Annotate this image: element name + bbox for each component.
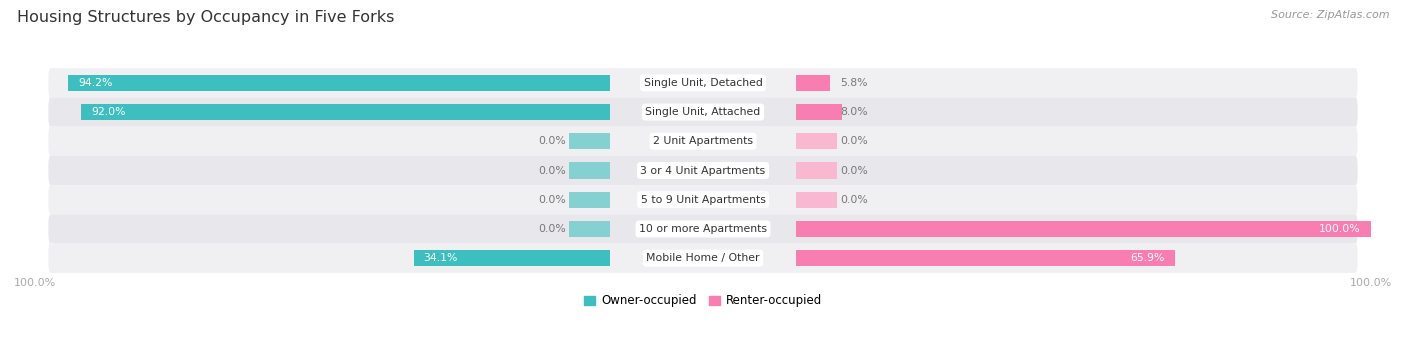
Text: 2 Unit Apartments: 2 Unit Apartments (652, 136, 754, 146)
Bar (69, 75, 609, 91)
Text: 5 to 9 Unit Apartments: 5 to 9 Unit Apartments (641, 195, 765, 205)
Text: 3 or 4 Unit Apartments: 3 or 4 Unit Apartments (641, 165, 765, 176)
Bar (796, 162, 837, 179)
Text: 0.0%: 0.0% (538, 136, 567, 146)
Bar (82, 104, 609, 120)
FancyBboxPatch shape (48, 185, 1358, 214)
Text: 0.0%: 0.0% (538, 224, 567, 234)
Bar (569, 133, 609, 149)
Text: 92.0%: 92.0% (91, 107, 125, 117)
FancyBboxPatch shape (48, 243, 1358, 273)
Text: 0.0%: 0.0% (839, 136, 868, 146)
Bar (569, 162, 609, 179)
Bar (569, 221, 609, 237)
Text: 94.2%: 94.2% (79, 78, 112, 88)
Text: Single Unit, Attached: Single Unit, Attached (645, 107, 761, 117)
Bar (796, 75, 830, 91)
FancyBboxPatch shape (48, 68, 1358, 98)
Bar (569, 192, 609, 208)
Bar (796, 133, 837, 149)
Text: 10 or more Apartments: 10 or more Apartments (638, 224, 768, 234)
Text: Mobile Home / Other: Mobile Home / Other (647, 253, 759, 263)
Bar (796, 250, 1175, 266)
Bar (796, 104, 842, 120)
FancyBboxPatch shape (48, 127, 1358, 156)
Text: Single Unit, Detached: Single Unit, Detached (644, 78, 762, 88)
Text: 0.0%: 0.0% (839, 165, 868, 176)
Text: 100.0%: 100.0% (1319, 224, 1361, 234)
Text: 5.8%: 5.8% (839, 78, 868, 88)
Text: 0.0%: 0.0% (538, 165, 567, 176)
Bar (796, 221, 1371, 237)
Text: 34.1%: 34.1% (423, 253, 458, 263)
Text: Housing Structures by Occupancy in Five Forks: Housing Structures by Occupancy in Five … (17, 10, 394, 25)
Bar (413, 250, 609, 266)
Text: 0.0%: 0.0% (839, 195, 868, 205)
Text: 8.0%: 8.0% (839, 107, 868, 117)
FancyBboxPatch shape (48, 156, 1358, 185)
Bar (796, 192, 837, 208)
Text: 0.0%: 0.0% (538, 195, 567, 205)
Text: Source: ZipAtlas.com: Source: ZipAtlas.com (1271, 10, 1389, 20)
Text: 65.9%: 65.9% (1130, 253, 1166, 263)
FancyBboxPatch shape (48, 98, 1358, 127)
FancyBboxPatch shape (48, 214, 1358, 243)
Legend: Owner-occupied, Renter-occupied: Owner-occupied, Renter-occupied (579, 290, 827, 312)
